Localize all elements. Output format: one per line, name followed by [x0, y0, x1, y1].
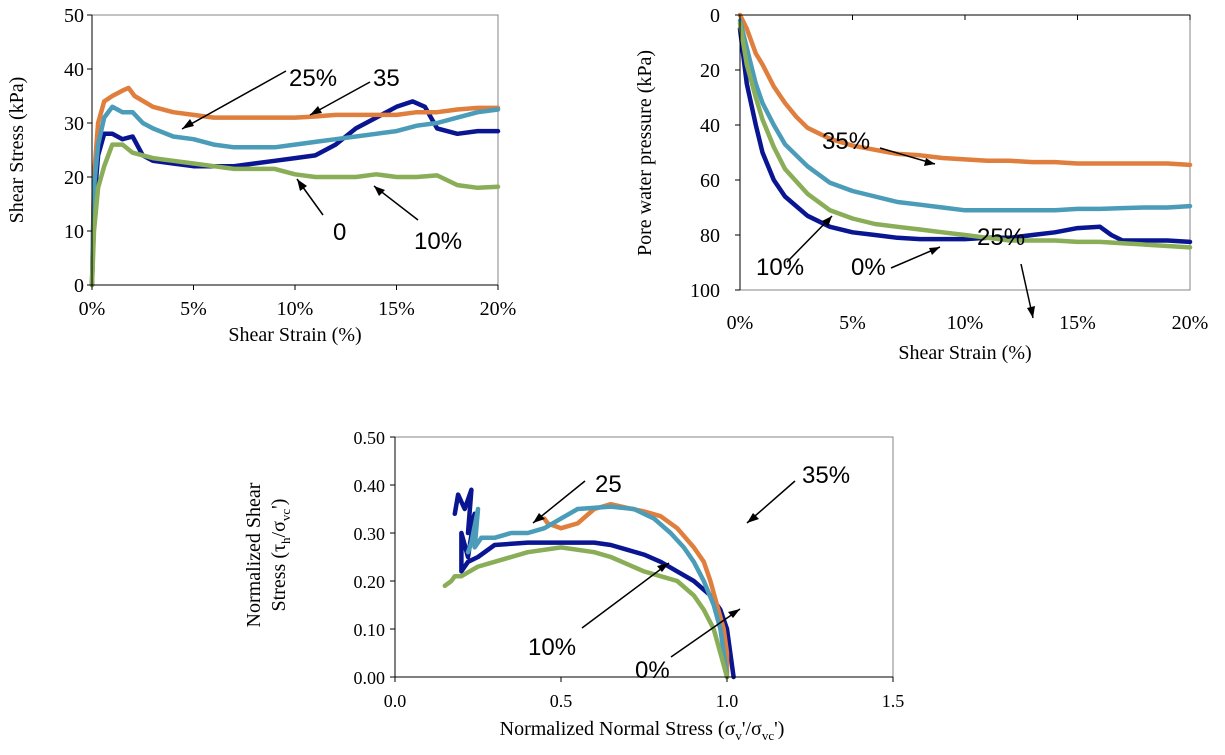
annotation-25: 25%	[977, 224, 1035, 319]
annotation-10: 10%	[528, 562, 670, 661]
tick-group: 0% 5% 10% 15% 20% 0 20 40 60 80 100	[690, 5, 1208, 334]
x-tick-label: 5%	[180, 298, 207, 320]
y-axis-label-line2: Stress (τh/σvc')	[268, 499, 293, 612]
y-tick-label: 0.30	[354, 524, 386, 544]
annotation-label: 0%	[635, 657, 670, 684]
annotation-label: 25%	[977, 224, 1025, 251]
y-tick-label: 80	[700, 225, 720, 247]
x-axis-label: Shear Strain (%)	[898, 342, 1031, 364]
annotation-10: 10%	[373, 185, 462, 255]
y-tick-label: 0.40	[354, 476, 386, 496]
y-axis-label: Shear Stress (kPa)	[6, 77, 28, 224]
annotation-10: 10%	[756, 215, 833, 281]
annotation-label: 25%	[289, 65, 337, 92]
x-tick-label: 15%	[378, 298, 415, 320]
annotation-0: 0	[296, 178, 346, 246]
annotation-label: 35%	[802, 462, 850, 489]
annotation-35: 35	[309, 65, 400, 116]
annotation-label: 0%	[851, 254, 886, 281]
x-tick-label: 20%	[480, 298, 517, 320]
annotation-label: 10%	[528, 634, 576, 661]
y-tick-label: 100	[690, 280, 720, 302]
x-axis-label: Normalized Normal Stress (σv'/σvc')	[500, 718, 785, 743]
annotation-25: 25%	[181, 65, 337, 130]
y-tick-label: 0.50	[354, 428, 386, 448]
x-tick-label: 20%	[1172, 312, 1209, 334]
chart-stress-path: 0.0 0.5 1.0 1.5 0.00 0.10 0.20 0.30 0.40 0.50 Nor…	[243, 428, 904, 743]
x-tick-label: 5%	[839, 312, 866, 334]
y-tick-label: 0.00	[354, 668, 386, 688]
annotation-0: 0%	[851, 246, 941, 281]
y-tick-label: 20	[700, 60, 720, 82]
annotation-label: 10%	[414, 228, 462, 255]
series-line-teal	[737, 18, 1193, 213]
x-tick-label: 1.5	[882, 691, 905, 711]
series-line-teal	[465, 504, 730, 680]
y-tick-label: 20	[64, 167, 84, 189]
series-group	[89, 85, 501, 288]
series-line-navy	[737, 26, 1193, 245]
annotation-0: 0%	[635, 608, 741, 684]
y-axis-label-line1: Normalized Shear	[243, 482, 265, 627]
annotation-label: 35%	[822, 128, 870, 155]
series-line-navy	[452, 487, 736, 680]
series-line-green	[442, 545, 730, 680]
y-tick-label: 50	[64, 5, 84, 27]
series-line-green	[89, 142, 501, 288]
y-tick-label: 60	[700, 170, 720, 192]
series-group	[737, 12, 1193, 250]
x-tick-label: 0%	[79, 298, 106, 320]
y-tick-label: 0.20	[354, 572, 386, 592]
y-tick-label: 10	[64, 221, 84, 243]
series-line-orange	[89, 85, 501, 288]
series-line-teal	[89, 104, 501, 288]
series-line-green	[737, 21, 1193, 250]
tick-group: 0% 5% 10% 15% 20% 0 10 20 30 40 50	[64, 5, 516, 320]
x-tick-label: 0%	[727, 312, 754, 334]
y-tick-label: 40	[700, 115, 720, 137]
y-tick-label: 0	[74, 275, 84, 297]
series-line-orange	[737, 12, 1193, 168]
x-axis-label: Shear Strain (%)	[228, 324, 361, 346]
tick-group: 0.0 0.5 1.0 1.5 0.00 0.10 0.20 0.30 0.40 0.50	[354, 428, 905, 711]
annotation-35: 35%	[746, 462, 850, 524]
series-line-navy	[89, 99, 501, 288]
annotation-35: 35%	[822, 128, 936, 166]
plot-frame	[739, 14, 1191, 291]
chart-shear-stress: 0% 5% 10% 15% 20% 0 10 20 30 40 50 Shear Strain (%…	[6, 5, 516, 346]
annotation-label: 10%	[756, 254, 804, 281]
annotation-25: 25	[532, 471, 622, 524]
series-line-orange	[542, 501, 730, 680]
x-tick-label: 0.5	[550, 691, 573, 711]
chart-pore-water-pressure: 0% 5% 10% 15% 20% 0 20 40 60 80 100 Shear Strain (…	[634, 5, 1208, 364]
x-tick-label: 0.0	[384, 691, 407, 711]
x-tick-label: 10%	[277, 298, 314, 320]
y-tick-label: 0	[710, 5, 720, 27]
x-tick-label: 15%	[1059, 312, 1096, 334]
series-group	[442, 487, 736, 680]
annotation-label: 0	[333, 219, 346, 246]
y-tick-label: 30	[64, 113, 84, 135]
y-tick-label: 40	[64, 59, 84, 81]
annotation-label: 25	[595, 471, 622, 498]
x-tick-label: 10%	[947, 312, 984, 334]
y-tick-label: 0.10	[354, 620, 386, 640]
x-tick-label: 1.0	[716, 691, 739, 711]
annotation-label: 35	[373, 65, 400, 92]
y-axis-label: Pore water pressure (kPa)	[634, 50, 656, 256]
